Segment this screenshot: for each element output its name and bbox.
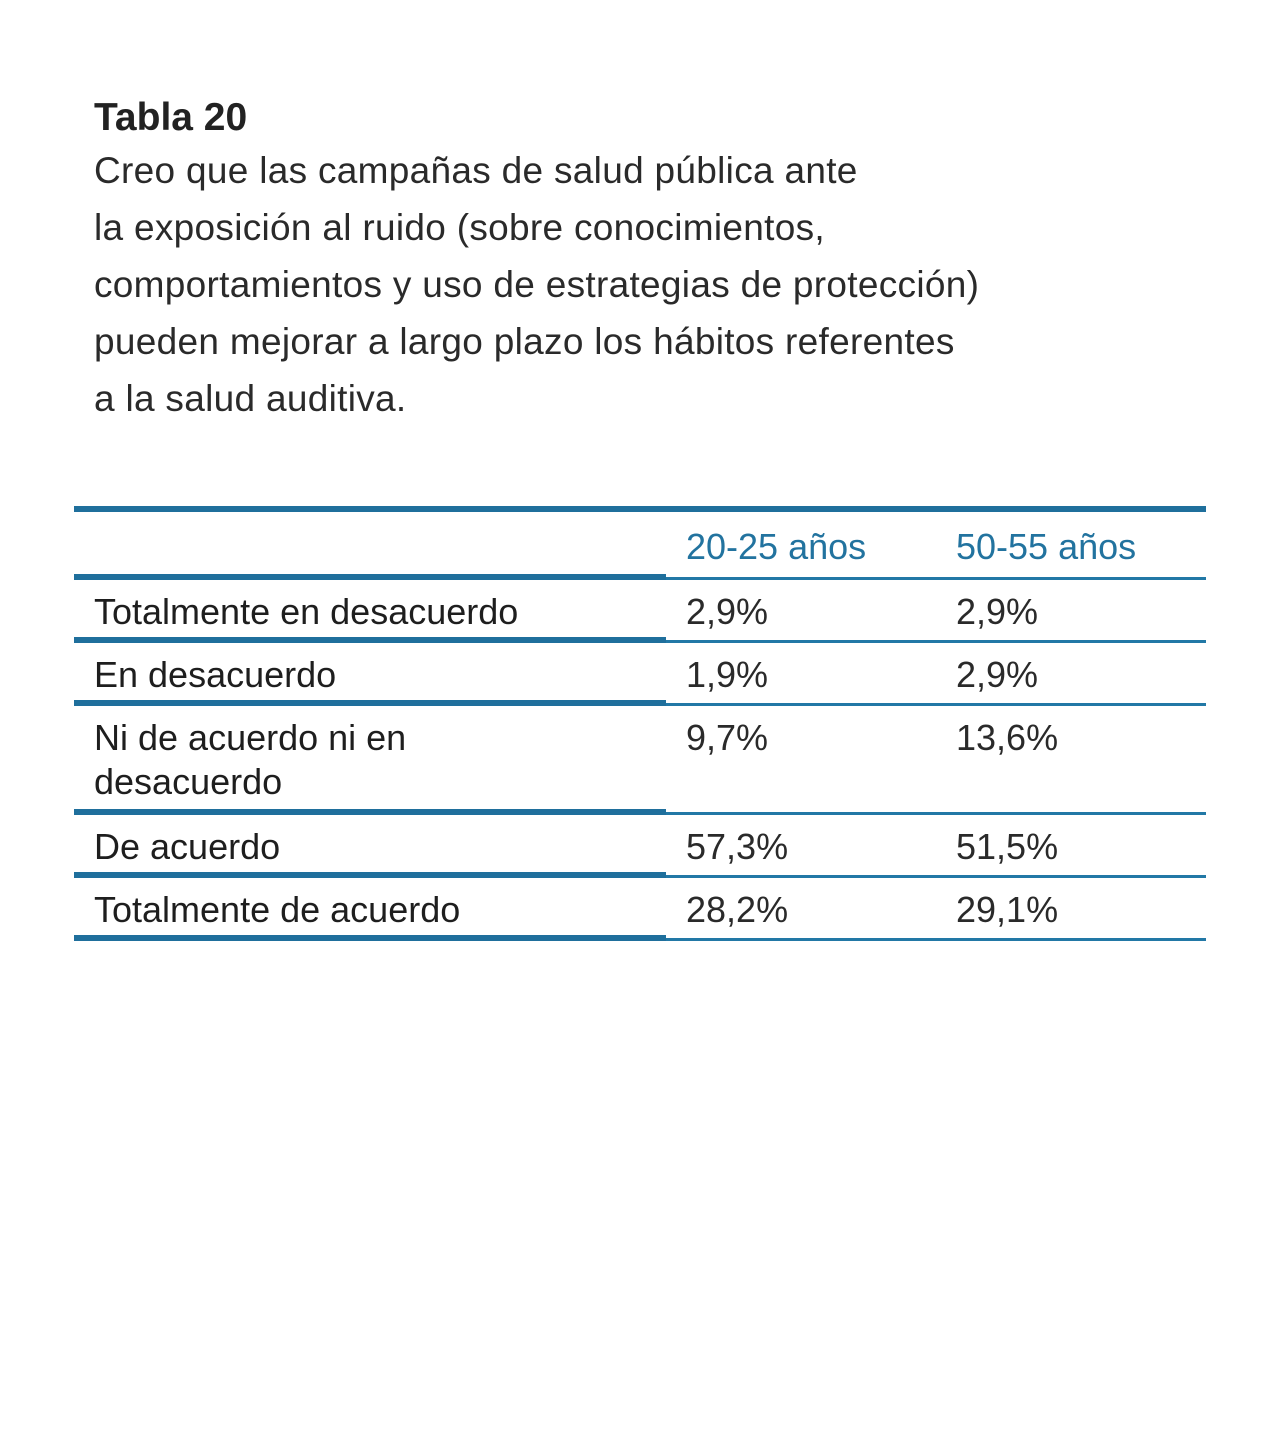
table-header-row: 20-25 años 50-55 años: [74, 512, 1206, 580]
title-line: la exposición al ruido (sobre conocimien…: [94, 207, 825, 248]
header-20-25: 20-25 años: [666, 512, 936, 580]
title-line: pueden mejorar a largo plazo los hábitos…: [94, 321, 955, 362]
value-50-55: 2,9%: [936, 643, 1206, 706]
value-50-55: 13,6%: [936, 706, 1206, 815]
header-empty: [74, 512, 666, 580]
table-title: Creo que las campañas de salud pública a…: [94, 142, 1194, 427]
title-line: Creo que las campañas de salud pública a…: [94, 150, 858, 191]
table-row: Totalmente en desacuerdo 2,9% 2,9%: [74, 580, 1206, 643]
row-label: Totalmente en desacuerdo: [74, 580, 666, 643]
header-50-55: 50-55 años: [936, 512, 1206, 580]
value-50-55: 2,9%: [936, 580, 1206, 643]
title-line: a la salud auditiva.: [94, 378, 407, 419]
value-20-25: 57,3%: [666, 815, 936, 878]
table-row: Ni de acuerdo ni en desacuerdo 9,7% 13,6…: [74, 706, 1206, 815]
value-50-55: 51,5%: [936, 815, 1206, 878]
title-line: comportamientos y uso de estrategias de …: [94, 264, 980, 305]
row-label: En desacuerdo: [74, 643, 666, 706]
row-label: De acuerdo: [74, 815, 666, 878]
value-20-25: 9,7%: [666, 706, 936, 815]
table-caption: Tabla 20 Creo que las campañas de salud …: [94, 94, 1194, 427]
table-row: De acuerdo 57,3% 51,5%: [74, 815, 1206, 878]
table-label: Tabla 20: [94, 96, 248, 139]
row-label: Totalmente de acuerdo: [74, 878, 666, 941]
table-row: Totalmente de acuerdo 28,2% 29,1%: [74, 878, 1206, 941]
table-row: En desacuerdo 1,9% 2,9%: [74, 643, 1206, 706]
value-20-25: 1,9%: [666, 643, 936, 706]
value-50-55: 29,1%: [936, 878, 1206, 941]
row-label: Ni de acuerdo ni en desacuerdo: [74, 706, 666, 815]
data-table: 20-25 años 50-55 años Totalmente en desa…: [74, 506, 1206, 941]
table-top-rule: [74, 506, 1206, 512]
value-20-25: 28,2%: [666, 878, 936, 941]
value-20-25: 2,9%: [666, 580, 936, 643]
